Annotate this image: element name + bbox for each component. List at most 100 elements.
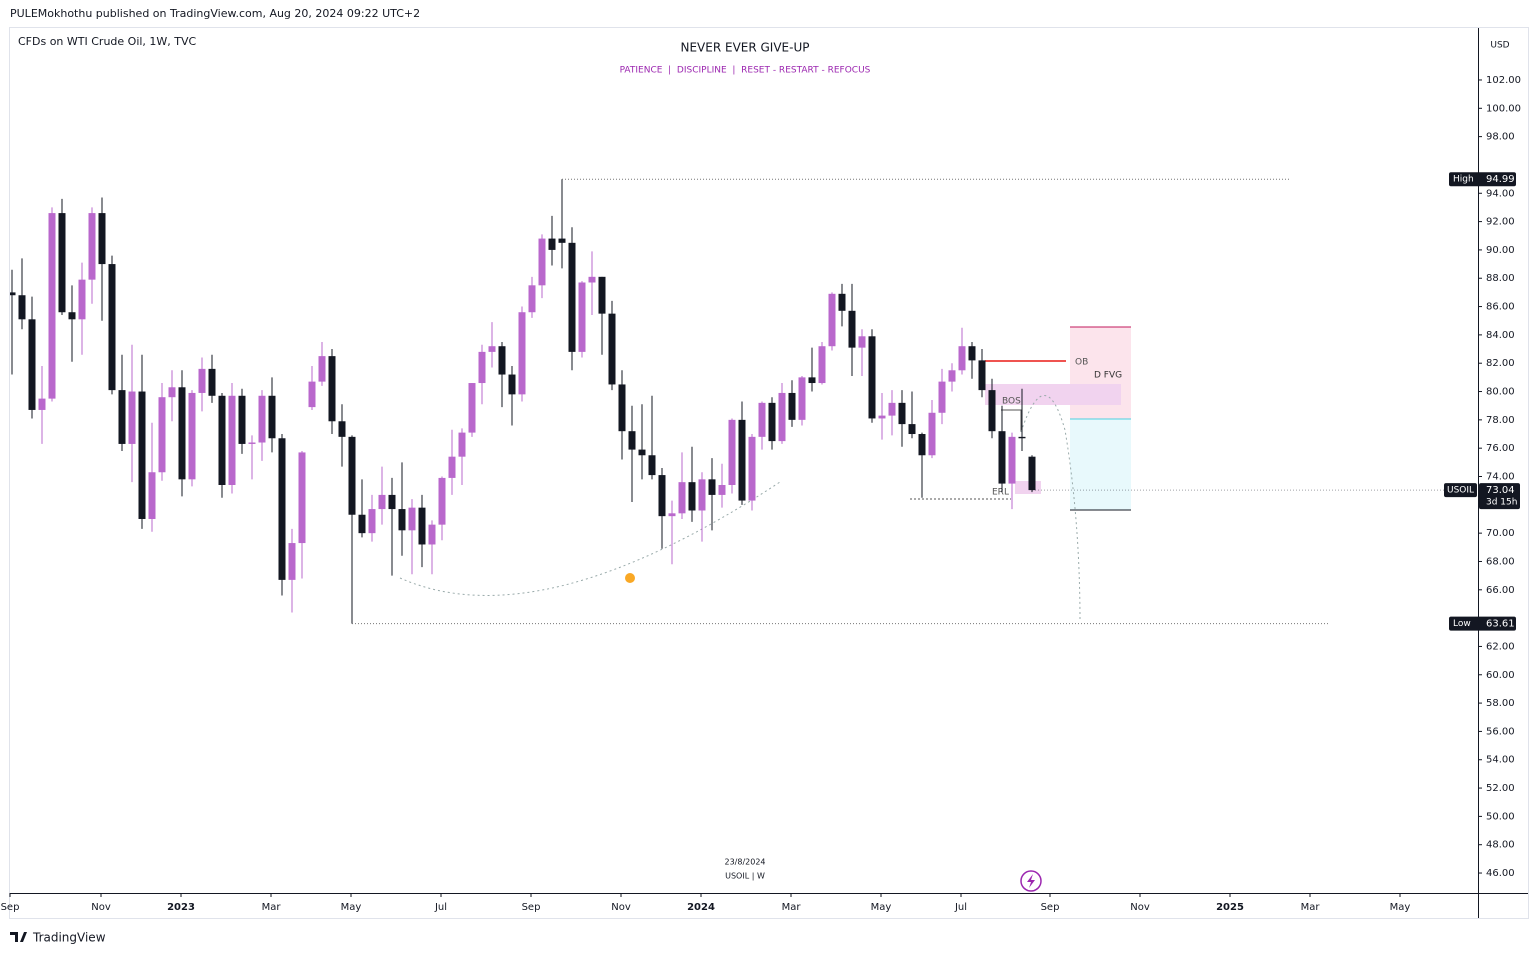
candle-body — [328, 356, 336, 422]
candle-body — [518, 312, 526, 395]
candle-body — [888, 402, 896, 416]
candle-body — [728, 419, 736, 485]
candle-body — [308, 381, 316, 408]
fvg-box — [985, 384, 1121, 405]
candle-body — [498, 346, 506, 375]
candle-body — [98, 213, 106, 265]
candle-body — [658, 475, 666, 517]
candle-body — [678, 482, 686, 514]
alert-bolt — [1027, 874, 1035, 888]
brand-name: TradingView — [32, 931, 106, 945]
y-tick-label: 102.00 — [1486, 75, 1521, 86]
candle-body — [968, 346, 976, 361]
y-tick-label: 92.00 — [1486, 217, 1515, 228]
level-tag — [1449, 616, 1516, 631]
candle-body — [168, 387, 176, 398]
candle-body — [368, 509, 376, 534]
y-tick-label: 60.00 — [1486, 670, 1515, 681]
candle-body — [48, 213, 56, 399]
last-price-value: 73.04 — [1486, 485, 1515, 496]
candle-body — [798, 377, 806, 420]
x-tick-label: Mar — [782, 902, 802, 913]
y-tick-label: 50.00 — [1486, 811, 1515, 822]
candle-body — [778, 392, 786, 442]
symbol-name: USOIL — [1447, 486, 1474, 496]
candle-body — [468, 383, 476, 433]
candle-body — [10, 292, 16, 296]
candle-body — [878, 415, 886, 419]
candle-body — [898, 402, 906, 425]
candle-body — [868, 336, 876, 419]
candle-body — [718, 484, 726, 495]
candle-body — [588, 276, 596, 283]
candle-body — [58, 213, 66, 313]
symbol-info: CFDs on WTI Crude Oil, 1W, TVC — [18, 35, 197, 48]
candle-body — [818, 346, 826, 384]
level-value: 94.99 — [1486, 174, 1515, 185]
y-tick-label: 100.00 — [1486, 103, 1521, 114]
candle-body — [18, 295, 26, 320]
symbol-tag — [1444, 483, 1477, 498]
candle-body — [198, 368, 206, 393]
y-tick-label: 76.00 — [1486, 443, 1515, 454]
candle-body — [958, 346, 966, 371]
candle-body — [158, 397, 166, 473]
candle-body — [188, 392, 196, 480]
published-line: PULEMokhothu published on TradingView.co… — [10, 7, 420, 20]
y-tick-label: 84.00 — [1486, 330, 1515, 341]
candle-body — [358, 514, 366, 534]
candle-body — [698, 479, 706, 511]
x-tick-label: May — [341, 902, 362, 913]
candle-body — [758, 402, 766, 437]
y-tick-label: 86.00 — [1486, 302, 1515, 313]
candle-body — [238, 395, 246, 444]
candle-body — [978, 360, 986, 391]
cb-box — [1015, 481, 1041, 494]
curve-arrow — [399, 481, 781, 596]
emoji-icon — [625, 573, 635, 583]
x-tick-label: Nov — [1130, 902, 1150, 913]
bos-line — [1001, 409, 1022, 432]
y-tick-label: 82.00 — [1486, 358, 1515, 369]
x-tick-label: Nov — [91, 902, 111, 913]
candle-body — [508, 374, 516, 395]
alert-icon — [1020, 870, 1042, 892]
candle-body — [248, 442, 256, 444]
candle-body — [68, 312, 76, 320]
candle-body — [948, 370, 956, 382]
candle-body — [738, 419, 746, 501]
candle-body — [808, 377, 816, 384]
candle-body — [708, 479, 716, 495]
candle-body — [998, 431, 1006, 484]
candle-body — [578, 282, 586, 352]
x-tick-label: 2025 — [1216, 902, 1244, 913]
footer-date: 23/8/2024 — [724, 858, 765, 867]
y-tick-label: 88.00 — [1486, 273, 1515, 284]
annotation: OB — [1075, 358, 1088, 368]
y-tick-label: 48.00 — [1486, 840, 1515, 851]
candle-body — [918, 434, 926, 456]
candle-body — [858, 336, 866, 348]
x-tick-label: Jul — [434, 902, 447, 913]
candle-body — [268, 395, 276, 439]
currency: USD — [1490, 41, 1509, 51]
drawings — [399, 326, 1131, 623]
annotation: D FVG — [1094, 371, 1122, 381]
projection-arrow — [1020, 395, 1081, 623]
y-tick-label: 54.00 — [1486, 755, 1515, 766]
candle-body — [258, 395, 266, 443]
chart-subtitle: PATIENCE | DISCIPLINE | RESET - RESTART … — [620, 66, 871, 76]
candle-body — [668, 513, 676, 517]
x-tick-label: Nov — [611, 902, 631, 913]
candle-body — [208, 368, 216, 396]
x-tick-label: 2023 — [167, 902, 195, 913]
y-tick-label: 58.00 — [1486, 698, 1515, 709]
stop-zone — [1070, 419, 1131, 510]
last-price-tag — [1479, 483, 1520, 510]
y-tick-label: 52.00 — [1486, 783, 1515, 794]
candle-body — [218, 395, 226, 485]
x-tick-label: Mar — [1301, 902, 1321, 913]
candle-body — [928, 412, 936, 456]
